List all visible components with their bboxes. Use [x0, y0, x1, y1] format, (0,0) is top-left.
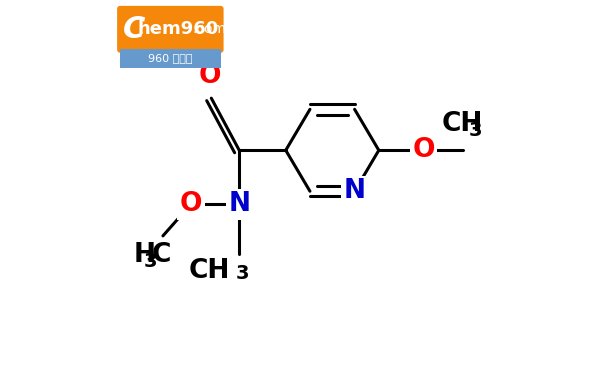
Bar: [120, 49, 221, 68]
Text: O: O: [198, 63, 221, 89]
Text: .com: .com: [193, 22, 227, 36]
Text: N: N: [344, 178, 365, 204]
Text: C: C: [152, 242, 171, 267]
Text: hem960: hem960: [138, 20, 219, 38]
Text: H: H: [133, 242, 155, 267]
Text: C: C: [123, 15, 145, 44]
Text: O: O: [180, 191, 202, 217]
Text: CH: CH: [189, 258, 230, 284]
Text: 3: 3: [469, 122, 482, 140]
Text: CH: CH: [442, 111, 483, 137]
Text: 3: 3: [143, 252, 157, 271]
Text: N: N: [228, 191, 250, 217]
Text: 3: 3: [236, 264, 250, 283]
FancyBboxPatch shape: [117, 6, 224, 53]
Text: O: O: [412, 137, 435, 163]
Text: 960 化工网: 960 化工网: [148, 53, 192, 63]
